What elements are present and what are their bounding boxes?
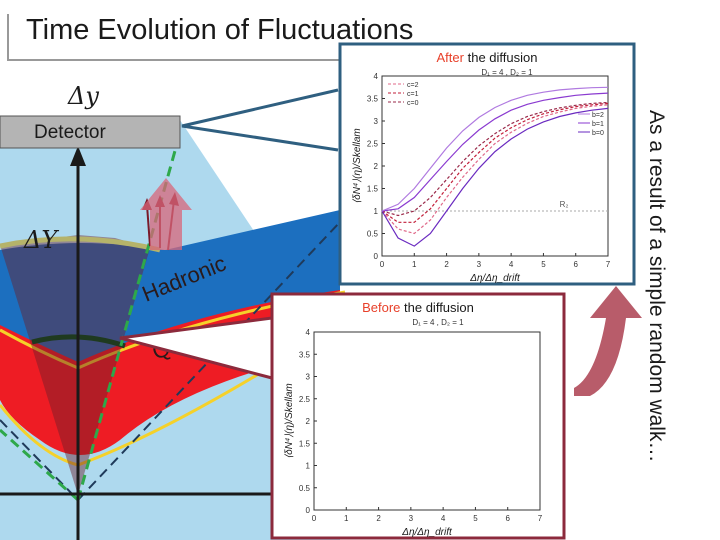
x-tick-label: 0 <box>380 260 385 269</box>
x-tick-label: 5 <box>473 514 478 523</box>
legend-entry: b=1 <box>592 121 604 128</box>
plot-title-rest: the diffusion <box>464 50 537 65</box>
y-tick-label: 2 <box>306 417 311 426</box>
x-tick-label: 4 <box>509 260 514 269</box>
x-axis-label: Δη/Δη_drift <box>401 527 453 538</box>
big-up-arrow <box>140 178 192 250</box>
series-line <box>381 107 609 247</box>
x-axis-label: Δη/Δη_drift <box>469 273 521 284</box>
time-axis-arrowhead <box>70 146 86 166</box>
plot-title: Before the diffusion <box>362 300 474 315</box>
legend-entry: b=0 <box>592 130 604 137</box>
x-tick-label: 1 <box>412 260 417 269</box>
y-tick-label: 2.5 <box>367 140 379 149</box>
delta-y-label: Δy <box>67 82 99 110</box>
before-callout-pointer <box>119 316 273 380</box>
x-tick-label: 4 <box>441 514 446 523</box>
series-line <box>381 86 609 212</box>
delta-Y-label: ΔY <box>23 226 59 254</box>
x-tick-label: 3 <box>409 514 414 523</box>
slide-title: Time Evolution of Fluctuations <box>26 14 414 46</box>
after-callout-pointer <box>181 88 339 152</box>
y-tick-label: 2.5 <box>299 395 311 404</box>
legend-entry: c=0 <box>407 100 419 107</box>
plot-frame <box>338 42 636 286</box>
y-tick-label: 3 <box>306 373 311 382</box>
x-tick-label: 6 <box>573 260 578 269</box>
series-line <box>381 102 609 223</box>
plot-title-highlight: After <box>437 50 465 65</box>
after-diffusion-plot: After the diffusion D₁ = 4 , D₂ = 1 0 1 2 3 4 5… <box>338 42 636 286</box>
x-tick-label: 3 <box>477 260 482 269</box>
y-tick-label: 1.5 <box>367 185 379 194</box>
x-tick-label: 5 <box>541 260 546 269</box>
detector-cone-left <box>0 428 80 502</box>
plot-params: D₁ = 4 , D₂ = 1 <box>412 318 464 327</box>
x-tick-label: 1 <box>344 514 349 523</box>
x-tick-label: 2 <box>376 514 381 523</box>
y-tick-label: 1.5 <box>299 439 311 448</box>
y-tick-label: 2 <box>374 162 379 171</box>
y-axis-label: ⟨δN⁴⟩(η)/Skellam <box>284 383 295 458</box>
x-tick-label: 2 <box>444 260 449 269</box>
y-tick-label: 0.5 <box>299 484 311 493</box>
legend-entry: b=2 <box>592 112 604 119</box>
y-tick-label: 3.5 <box>299 350 311 359</box>
y-tick-label: 1 <box>374 207 379 216</box>
hadronic-band <box>0 210 340 372</box>
y-tick-label: 4 <box>306 328 311 337</box>
reference-line-label: R₂ <box>560 200 569 209</box>
legend-entry: c=1 <box>407 91 419 98</box>
side-caption: As a result of a simple random walk… <box>645 110 668 463</box>
y-tick-label: 4 <box>374 72 379 81</box>
rapidity-window <box>0 235 150 495</box>
x-tick-label: 7 <box>606 260 611 269</box>
plot-title-highlight: Before <box>362 300 400 315</box>
y-tick-label: 0 <box>374 252 379 261</box>
x-tick-label: 6 <box>505 514 510 523</box>
series-line <box>381 101 609 217</box>
light-cone-left <box>0 419 79 501</box>
y-tick-label: 0 <box>306 506 311 515</box>
y-tick-label: 0.5 <box>367 230 379 239</box>
detector-bar <box>0 115 181 149</box>
title-frame <box>7 14 340 61</box>
y-axis-label: ⟨δN⁴⟩(η)/Skellam <box>352 128 363 203</box>
series-line <box>381 104 609 235</box>
curved-transition-arrow <box>574 286 642 396</box>
plot-frame <box>270 292 566 540</box>
legend-entry: c=2 <box>407 82 419 89</box>
before-diffusion-plot: Before the diffusion D₁ = 4 , D₂ = 1 0 1 2 3 4… <box>270 292 566 540</box>
y-tick-label: 1 <box>306 462 311 471</box>
x-tick-label: 0 <box>312 514 317 523</box>
y-tick-label: 3 <box>374 117 379 126</box>
qgp-boundary <box>0 353 291 467</box>
series-line <box>381 92 609 212</box>
plot-title: After the diffusion <box>437 50 538 65</box>
x-tick-label: 7 <box>538 514 543 523</box>
detector-label: Detector <box>34 122 106 143</box>
plot-params: D₁ = 4 , D₂ = 1 <box>481 68 533 77</box>
plot-title-rest: the diffusion <box>400 300 473 315</box>
y-tick-label: 3.5 <box>367 95 379 104</box>
